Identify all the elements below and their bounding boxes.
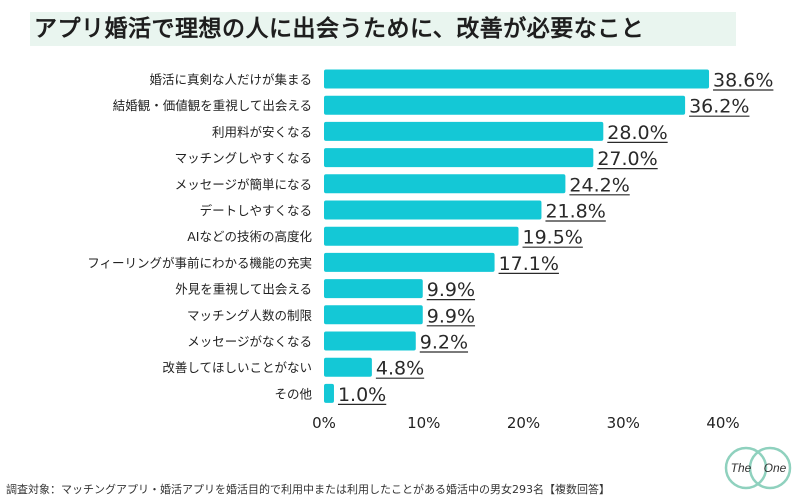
logo-ring-right xyxy=(748,446,792,490)
category-label: 改善してほしいことがない xyxy=(162,360,312,375)
the-one-logo: The One xyxy=(724,446,792,490)
value-label: 38.6% xyxy=(713,70,773,92)
bars xyxy=(324,69,710,403)
value-labels: 38.6% 36.2% 28.0% 27.0% 24.2% 21.8% 19.5% 17.1%… xyxy=(337,70,774,406)
logo-text-left: The xyxy=(731,461,752,475)
x-tick-label: 0% xyxy=(312,414,336,432)
title-block: アプリ婚活で理想の人に出会うために、改善が必要なこと xyxy=(30,8,736,50)
value-label: 19.5% xyxy=(523,227,583,249)
x-tick-label: 20% xyxy=(507,414,540,432)
value-label: 36.2% xyxy=(689,96,749,118)
value-label: 4.8% xyxy=(376,358,424,380)
value-label: 21.8% xyxy=(545,201,605,223)
category-label: その他 xyxy=(274,386,312,401)
chart-title: アプリ婚活で理想の人に出会うために、改善が必要なこと xyxy=(34,16,645,42)
x-axis-ticks: 0% 10% 20% 30% 40% xyxy=(312,414,740,432)
value-label: 1.0% xyxy=(338,384,386,406)
value-label: 9.2% xyxy=(420,332,468,354)
category-label: フィーリングが事前にわかる機能の充実 xyxy=(87,255,312,270)
category-label: 利用料が安くなる xyxy=(212,124,312,139)
bar xyxy=(324,226,519,246)
category-label: 結婚観・価値観を重視して出会える xyxy=(113,98,312,113)
bar xyxy=(324,305,423,325)
value-label: 9.9% xyxy=(427,305,475,327)
bar xyxy=(324,331,416,351)
category-label: 婚活に真剣な人だけが集まる xyxy=(149,72,312,87)
x-tick-label: 40% xyxy=(706,414,739,432)
logo-text-right: One xyxy=(764,461,787,475)
bar xyxy=(324,69,710,89)
category-label: メッセージが簡単になる xyxy=(175,177,312,192)
x-tick-label: 10% xyxy=(407,414,440,432)
bar xyxy=(324,357,372,377)
category-label: デートしやすくなる xyxy=(200,203,312,218)
value-label: 17.1% xyxy=(499,253,559,275)
category-label: マッチングしやすくなる xyxy=(175,151,312,166)
value-label: 9.9% xyxy=(427,279,475,301)
category-label: AIなどの技術の高度化 xyxy=(187,229,312,244)
value-label: 28.0% xyxy=(607,122,667,144)
x-tick-label: 30% xyxy=(607,414,640,432)
bar xyxy=(324,252,495,272)
category-label: 外見を重視して出会える xyxy=(175,282,312,297)
category-label: マッチング人数の制限 xyxy=(187,308,313,323)
category-labels: 婚活に真剣な人だけが集まる結婚観・価値観を重視して出会える利用料が安くなるマッチ… xyxy=(87,72,312,401)
bar xyxy=(324,95,686,115)
bar xyxy=(324,121,604,141)
bar xyxy=(324,200,542,220)
logo-ring-left xyxy=(724,446,768,490)
bar xyxy=(324,279,423,299)
value-label: 27.0% xyxy=(597,148,657,170)
title-highlight xyxy=(30,12,736,46)
category-label: メッセージがなくなる xyxy=(187,334,312,349)
bar xyxy=(324,148,594,168)
bar xyxy=(324,383,334,403)
value-label: 24.2% xyxy=(569,174,629,196)
bar xyxy=(324,174,566,194)
footnote: 調査対象：マッチングアプリ・婚活アプリを婚活目的で利用中または利用したことがある… xyxy=(6,483,610,496)
